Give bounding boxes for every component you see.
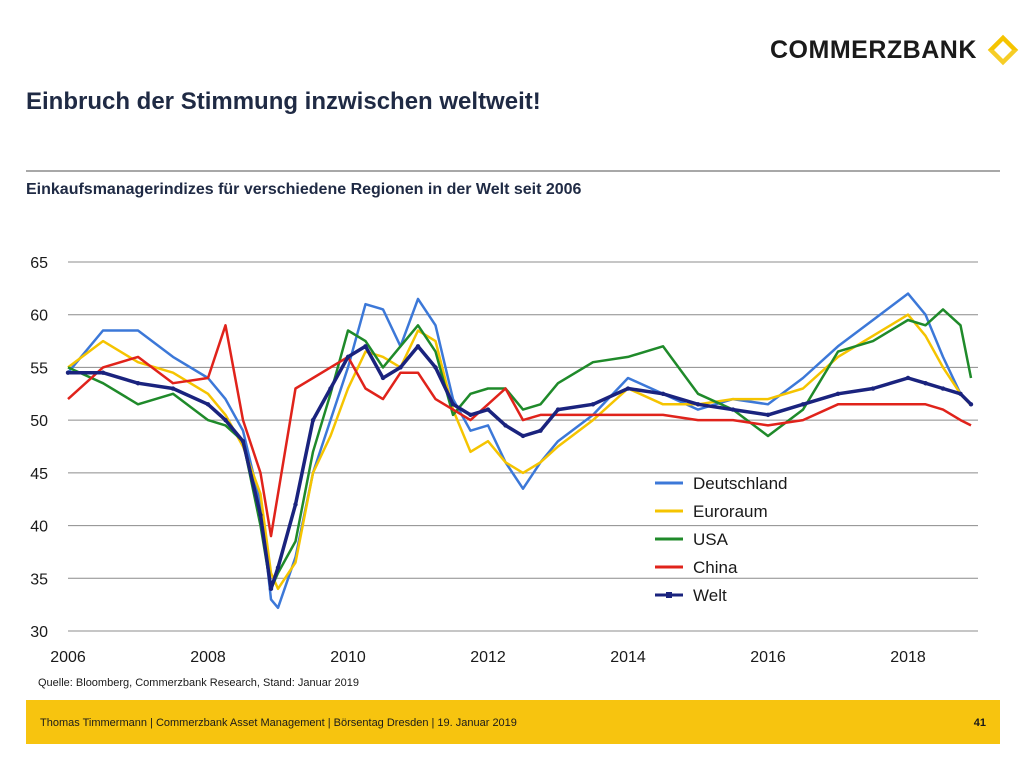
title-divider: [26, 170, 1000, 172]
welt-point: [940, 386, 946, 391]
legend-marker: [666, 592, 672, 598]
footer-text: Thomas Timmermann | Commerzbank Asset Ma…: [40, 717, 517, 729]
welt-point: [345, 354, 351, 360]
welt-point: [398, 365, 403, 370]
chart-legend: Deutschland Euroraum USA China Welt: [655, 474, 788, 605]
welt-point: [503, 423, 508, 428]
welt-point: [293, 502, 298, 507]
welt-point: [730, 407, 736, 412]
legend-label: Welt: [693, 586, 727, 605]
welt-point: [905, 375, 911, 381]
x-tick-label: 2008: [190, 649, 226, 666]
welt-point: [800, 402, 806, 407]
pmi-line-chart: 30 35 40 45 50 55 60 65 2006 2008 2010 2012 2014 201…: [30, 255, 978, 666]
welt-point: [415, 344, 421, 349]
welt-point: [240, 439, 246, 444]
welt-point: [695, 402, 701, 407]
brand-logo: COMMERZBANK: [770, 32, 1021, 68]
page-title: Einbruch der Stimmung inzwischen weltwei…: [26, 88, 541, 115]
series-line-welt: [68, 344, 973, 591]
welt-point: [205, 402, 211, 407]
x-tick-label: 2014: [610, 649, 646, 666]
x-axis-ticks: 2006 2008 2010 2012 2014 2016 2018: [50, 649, 926, 666]
source-note: Quelle: Bloomberg, Commerzbank Research,…: [38, 677, 360, 689]
y-tick-label: 40: [30, 519, 48, 536]
welt-point: [275, 565, 281, 570]
welt-point: [590, 402, 596, 407]
x-tick-label: 2018: [890, 649, 926, 666]
welt-point: [835, 391, 841, 396]
y-tick-label: 45: [30, 466, 48, 483]
welt-point: [870, 386, 876, 391]
legend-label: Deutschland: [693, 474, 788, 493]
welt-point: [660, 391, 666, 396]
series-lines: [65, 292, 974, 610]
welt-point: [450, 402, 456, 407]
welt-point: [170, 386, 176, 391]
welt-point: [223, 417, 228, 423]
series-line-euroraum: [67, 313, 972, 591]
x-tick-label: 2010: [330, 649, 366, 666]
chart-title: Einkaufsmanagerindizes für verschiedene …: [26, 181, 582, 198]
legend-label: USA: [693, 530, 729, 549]
footer-bar: Thomas Timmermann | Commerzbank Asset Ma…: [26, 700, 1000, 744]
welt-point: [485, 407, 491, 412]
page-number: 41: [973, 717, 986, 729]
welt-point: [765, 412, 771, 418]
welt-point: [380, 375, 386, 381]
y-tick-label: 65: [30, 255, 48, 272]
y-tick-label: 60: [30, 308, 48, 325]
welt-point: [258, 512, 263, 518]
welt-point: [468, 412, 473, 418]
y-tick-label: 30: [30, 624, 48, 641]
welt-point: [135, 381, 141, 386]
welt-point: [923, 381, 928, 386]
x-tick-label: 2012: [470, 649, 506, 666]
welt-point: [555, 407, 561, 412]
series-line-usa: [67, 308, 973, 591]
x-tick-label: 2016: [750, 649, 786, 666]
y-tick-label: 50: [30, 413, 48, 430]
welt-point: [100, 370, 106, 375]
welt-point: [65, 370, 71, 375]
y-tick-label: 35: [30, 571, 48, 588]
series-line-china: [67, 324, 972, 538]
welt-point: [968, 402, 974, 407]
welt-point: [363, 344, 368, 349]
commerzbank-ribbon-icon: [987, 34, 1019, 66]
brand-name: COMMERZBANK: [770, 35, 977, 64]
y-axis-ticks: 30 35 40 45 50 55 60 65: [30, 255, 48, 641]
x-tick-label: 2006: [50, 649, 86, 666]
welt-point: [958, 391, 963, 396]
welt-point: [433, 365, 438, 370]
welt-point: [538, 428, 543, 433]
welt-point: [328, 386, 333, 391]
welt-point: [520, 433, 526, 439]
welt-point: [625, 386, 631, 391]
y-tick-label: 55: [30, 360, 48, 377]
legend-label: Euroraum: [693, 502, 768, 521]
welt-point: [268, 586, 274, 592]
legend-label: China: [693, 558, 738, 577]
welt-point: [310, 417, 316, 423]
grid-lines: [68, 261, 978, 632]
series-line-deutschland: [67, 292, 972, 610]
